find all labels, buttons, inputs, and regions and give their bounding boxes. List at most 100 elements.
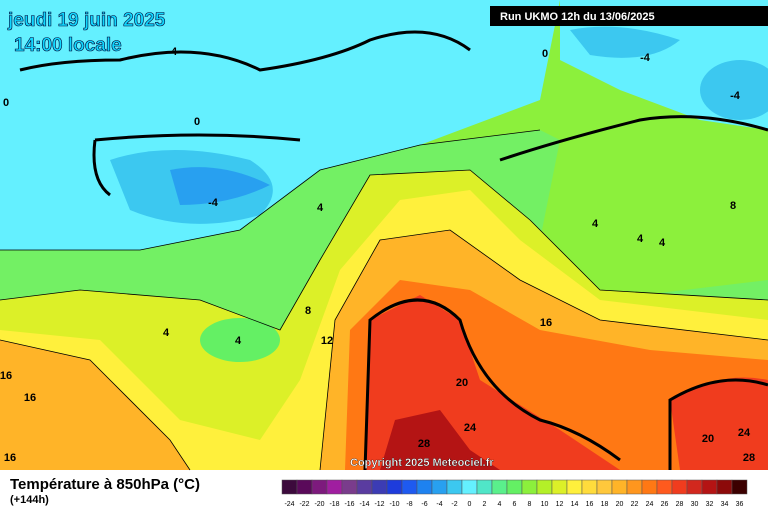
legend-swatch — [551, 479, 568, 495]
contour-label: -4 — [730, 90, 741, 102]
color-legend: -24 -22 -20 -18 -16 -14 -12 -10 -8 -6 -4 -2 0 2 4 6 8 10 1… — [281, 479, 748, 508]
legend-label: -8 — [406, 501, 412, 508]
legend-swatch — [326, 479, 343, 495]
legend-label: 30 — [691, 501, 699, 508]
contour-label: 8 — [305, 305, 311, 317]
legend-swatch — [401, 479, 418, 495]
legend-swatch — [701, 479, 718, 495]
legend-swatch — [341, 479, 358, 495]
contour-lines — [19, 30, 768, 471]
contour-label: 20 — [456, 377, 468, 389]
legend-label: -12 — [374, 501, 384, 508]
contour-label: 4 — [592, 218, 599, 230]
legend-label: -2 — [451, 501, 457, 508]
legend-swatch — [446, 479, 463, 495]
contour-label: -4 — [640, 52, 651, 64]
contour-label: 4 — [637, 233, 644, 245]
legend-label: 36 — [736, 501, 744, 508]
legend-swatch — [731, 479, 748, 495]
contour-label: 0 — [542, 48, 548, 60]
legend-swatch — [491, 479, 508, 495]
legend-swatch — [431, 479, 448, 495]
forecast-time: 14:00 locale — [14, 35, 122, 56]
legend-label: -6 — [421, 501, 427, 508]
legend-label: 22 — [631, 501, 639, 508]
run-box — [490, 6, 768, 26]
contour-label: 4 — [171, 46, 178, 58]
legend-swatch — [686, 479, 703, 495]
legend-label: -20 — [314, 501, 324, 508]
legend-label: 10 — [541, 501, 549, 508]
legend-swatch — [356, 479, 373, 495]
legend-label: 34 — [721, 501, 729, 508]
legend-label: 32 — [706, 501, 714, 508]
legend-swatch — [716, 479, 733, 495]
contour-label: -4 — [208, 197, 219, 209]
contour-label: 8 — [730, 200, 736, 212]
temperature-field — [0, 0, 768, 470]
legend-swatch — [371, 479, 388, 495]
contour-label: 12 — [321, 335, 333, 347]
legend-swatch — [596, 479, 613, 495]
contour-label: 20 — [702, 433, 714, 445]
legend-label: 18 — [601, 501, 609, 508]
legend-label: -14 — [359, 501, 369, 508]
legend-label: -10 — [389, 501, 399, 508]
contour-label: 16 — [24, 392, 36, 404]
legend-swatch — [386, 479, 403, 495]
legend-swatch — [626, 479, 643, 495]
legend-swatch — [641, 479, 658, 495]
legend-label: -24 — [284, 501, 294, 508]
contour-label: 16 — [4, 452, 16, 464]
contour-label: 0 — [3, 97, 9, 109]
legend-label: 28 — [676, 501, 684, 508]
legend-label: -18 — [329, 501, 339, 508]
thin-isotherms — [0, 129, 768, 471]
legend-swatch — [581, 479, 598, 495]
contour-label: 4 — [163, 327, 170, 339]
legend-swatch — [611, 479, 628, 495]
legend-swatch — [506, 479, 523, 495]
legend-swatch — [461, 479, 478, 495]
footer-lead: (+144h) — [10, 494, 49, 506]
contour-label: 4 — [659, 237, 666, 249]
legend-swatch — [536, 479, 553, 495]
contour-label: 24 — [738, 427, 751, 439]
run-info: Run UKMO 12h du 13/06/2025 — [500, 11, 655, 23]
legend-label: 24 — [646, 501, 654, 508]
legend-swatch — [416, 479, 433, 495]
contour-label: 24 — [464, 422, 477, 434]
contour-label: 4 — [235, 335, 242, 347]
legend-swatch — [311, 479, 328, 495]
contour-label: 0 — [194, 116, 200, 128]
footer-title: Température à 850hPa (°C) — [10, 476, 200, 493]
legend-swatch — [476, 479, 493, 495]
legend-swatch — [656, 479, 673, 495]
legend-swatch — [296, 479, 313, 495]
contour-label: 28 — [418, 438, 430, 450]
legend-label: -4 — [436, 501, 442, 508]
legend-swatch — [281, 479, 298, 495]
legend-label: 14 — [571, 501, 579, 508]
contour-labels: 4 0 -4 -4 0 0 -4 4 4 4 4 8 8 4 4 12 16 2… — [0, 46, 755, 464]
legend-swatch — [671, 479, 688, 495]
legend-label: 6 — [513, 501, 517, 508]
copyright: Copyright 2025 Meteociel.fr — [350, 457, 494, 469]
legend-label: 2 — [483, 501, 487, 508]
legend-label: 4 — [498, 501, 502, 508]
legend-label: -16 — [344, 501, 354, 508]
contour-label: 16 — [0, 370, 12, 382]
legend-label: 0 — [468, 501, 472, 508]
legend-label: 20 — [616, 501, 624, 508]
legend-label: 8 — [528, 501, 532, 508]
contour-label: 16 — [540, 317, 552, 329]
legend-label: -22 — [299, 501, 309, 508]
forecast-date: jeudi 19 juin 2025 — [7, 10, 166, 31]
legend-swatch — [521, 479, 538, 495]
legend-swatch — [566, 479, 583, 495]
contour-label: 4 — [317, 202, 324, 214]
legend-label: 26 — [661, 501, 669, 508]
legend-label: 16 — [586, 501, 594, 508]
legend-label: 12 — [556, 501, 564, 508]
